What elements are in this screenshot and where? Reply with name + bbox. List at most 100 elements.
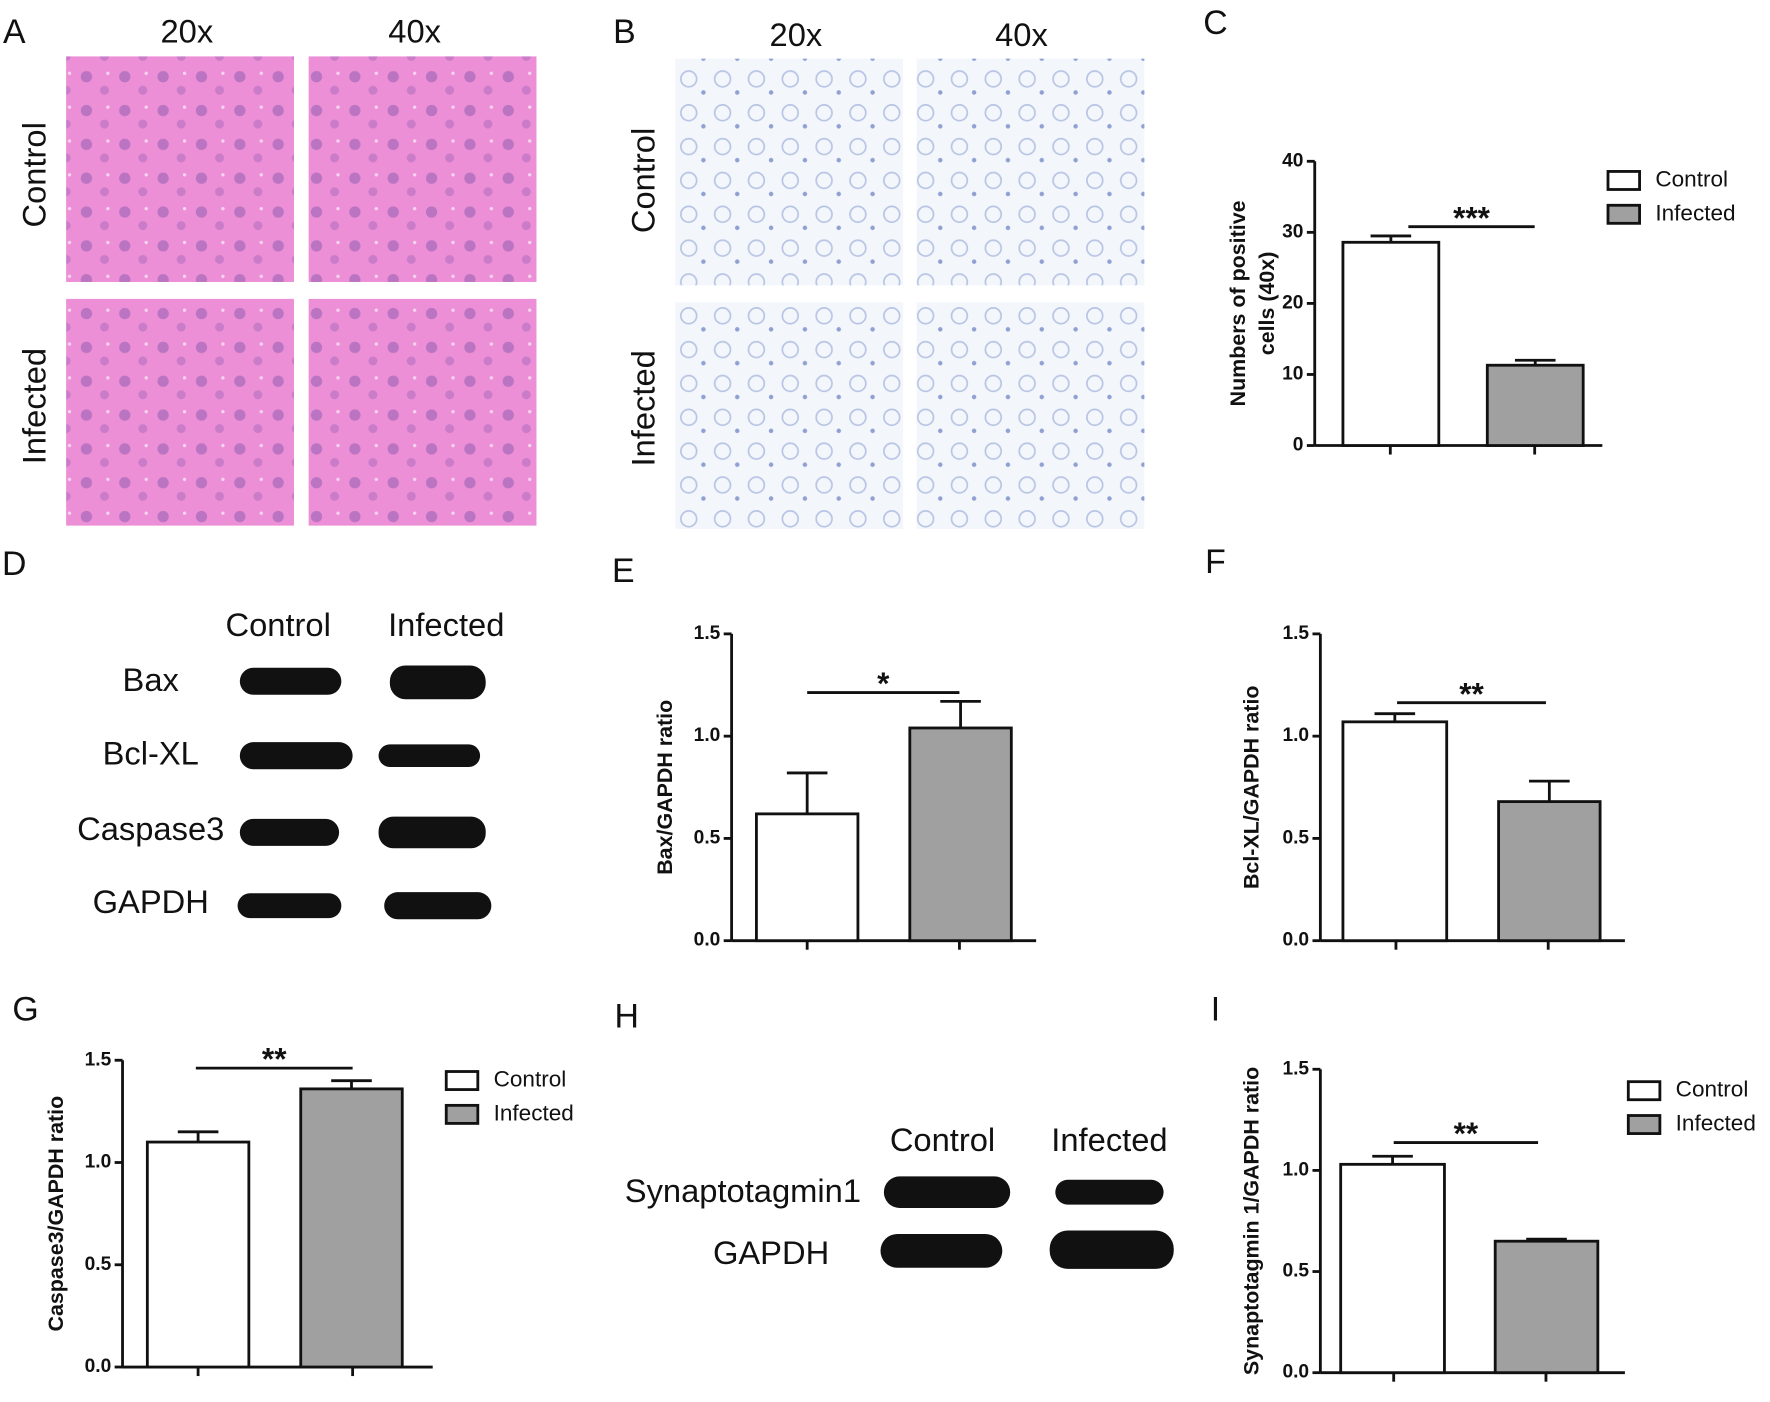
y-axis-label: Bax/GAPDH ratio bbox=[653, 700, 677, 875]
panel-a-images bbox=[66, 56, 537, 526]
column-label: 20x bbox=[160, 12, 213, 49]
blot-band bbox=[237, 893, 342, 919]
legend-swatch bbox=[1606, 170, 1641, 191]
y-tick-label: 1.5 bbox=[1282, 623, 1309, 644]
micrograph bbox=[675, 302, 904, 529]
y-tick-label: 1.5 bbox=[1282, 1058, 1309, 1079]
row-label: Infected bbox=[15, 348, 52, 464]
panel-letter: B bbox=[613, 13, 636, 51]
legend-label: Infected bbox=[494, 1100, 574, 1125]
y-tick-label: 0.5 bbox=[85, 1254, 112, 1275]
significance-label: ** bbox=[1459, 675, 1484, 711]
column-label: Control bbox=[225, 606, 330, 643]
bar bbox=[1341, 240, 1441, 447]
blot-band bbox=[880, 1233, 1003, 1268]
column-label: Control bbox=[890, 1121, 995, 1158]
bar bbox=[1493, 1239, 1600, 1375]
y-tick-label: 1.5 bbox=[694, 623, 721, 644]
panel-letter: E bbox=[612, 552, 635, 590]
bar bbox=[1339, 1162, 1446, 1375]
blot-band bbox=[378, 744, 481, 767]
y-tick-label: 1.0 bbox=[694, 725, 721, 746]
blot-band bbox=[1055, 1179, 1164, 1205]
blot-band bbox=[239, 667, 342, 695]
panel-letter: A bbox=[3, 13, 26, 51]
legend-swatch bbox=[444, 1103, 480, 1125]
y-tick-label: 0.0 bbox=[1282, 1362, 1309, 1383]
column-label: Infected bbox=[1051, 1121, 1167, 1158]
row-label: GAPDH bbox=[713, 1234, 829, 1271]
row-label: Bcl-XL bbox=[103, 734, 199, 771]
row-label: Control bbox=[15, 122, 52, 227]
significance-label: *** bbox=[1453, 199, 1491, 235]
y-tick-label: 0.5 bbox=[694, 827, 721, 848]
y-axis-label: Bcl-XL/GAPDH ratio bbox=[1239, 686, 1263, 890]
blot-band bbox=[239, 818, 340, 846]
panel-b-images bbox=[675, 58, 1145, 529]
micrograph bbox=[308, 298, 537, 526]
y-tick-label: 0.0 bbox=[1282, 930, 1309, 951]
y-tick-label: 1.5 bbox=[85, 1049, 112, 1070]
micrograph bbox=[916, 58, 1145, 286]
y-tick-label: 1.0 bbox=[85, 1152, 112, 1173]
bar bbox=[145, 1140, 251, 1369]
y-axis-label: Numbers of positive bbox=[1226, 200, 1250, 406]
blot-band bbox=[1049, 1230, 1174, 1269]
legend-label: Control bbox=[494, 1066, 567, 1091]
bar bbox=[299, 1087, 404, 1369]
blot-band bbox=[883, 1176, 1011, 1208]
panel-letter: D bbox=[2, 545, 26, 583]
y-axis-label: Synaptotagmin 1/GAPDH ratio bbox=[1239, 1067, 1263, 1375]
legend-swatch bbox=[444, 1070, 480, 1091]
significance-label: * bbox=[877, 665, 890, 701]
significance-label: ** bbox=[1454, 1115, 1479, 1151]
y-axis-label: cells (40x) bbox=[1255, 252, 1279, 356]
blot-band bbox=[389, 665, 486, 700]
column-label: Infected bbox=[388, 606, 504, 643]
y-tick-label: 0.0 bbox=[694, 930, 721, 951]
blot-band bbox=[239, 742, 353, 770]
row-label: Control bbox=[625, 128, 662, 233]
legend-swatch bbox=[1626, 1080, 1662, 1102]
row-label: GAPDH bbox=[93, 883, 209, 920]
blots-h bbox=[880, 1176, 1174, 1269]
legend-swatch bbox=[1626, 1114, 1662, 1135]
panel-letter: C bbox=[1203, 4, 1227, 42]
y-tick-label: 0.5 bbox=[1282, 1261, 1309, 1282]
y-tick-label: 0.5 bbox=[1282, 827, 1309, 848]
micrograph bbox=[66, 298, 294, 526]
row-label: Infected bbox=[625, 350, 662, 466]
bar bbox=[1341, 720, 1449, 943]
blot-band bbox=[384, 892, 492, 920]
y-tick-label: 1.0 bbox=[1282, 1159, 1309, 1180]
y-tick-label: 20 bbox=[1282, 292, 1303, 313]
panel-letter: I bbox=[1211, 991, 1220, 1029]
y-tick-label: 10 bbox=[1282, 364, 1303, 385]
column-label: 20x bbox=[770, 16, 823, 53]
micrograph bbox=[66, 56, 294, 282]
bar bbox=[908, 726, 1013, 943]
blots-d bbox=[237, 665, 492, 920]
y-tick-label: 0.0 bbox=[85, 1356, 112, 1377]
panel-letter: F bbox=[1205, 543, 1226, 581]
blot-band bbox=[378, 816, 486, 849]
bar bbox=[1485, 363, 1585, 447]
legend-swatch bbox=[1606, 203, 1641, 225]
y-axis-label: Caspase3/GAPDH ratio bbox=[44, 1096, 68, 1332]
column-label: 40x bbox=[388, 12, 441, 49]
panel-letter: H bbox=[614, 997, 638, 1035]
micrograph bbox=[916, 302, 1145, 529]
y-tick-label: 40 bbox=[1282, 150, 1303, 171]
significance-label: ** bbox=[262, 1041, 287, 1077]
bar bbox=[1497, 800, 1602, 943]
y-tick-label: 1.0 bbox=[1282, 725, 1309, 746]
y-tick-label: 0 bbox=[1293, 435, 1304, 456]
legend-label: Infected bbox=[1676, 1110, 1756, 1135]
legend-label: Control bbox=[1676, 1077, 1749, 1102]
legend-label: Infected bbox=[1655, 200, 1735, 225]
micrograph bbox=[308, 56, 537, 282]
micrograph bbox=[675, 58, 904, 286]
bar bbox=[755, 812, 860, 943]
